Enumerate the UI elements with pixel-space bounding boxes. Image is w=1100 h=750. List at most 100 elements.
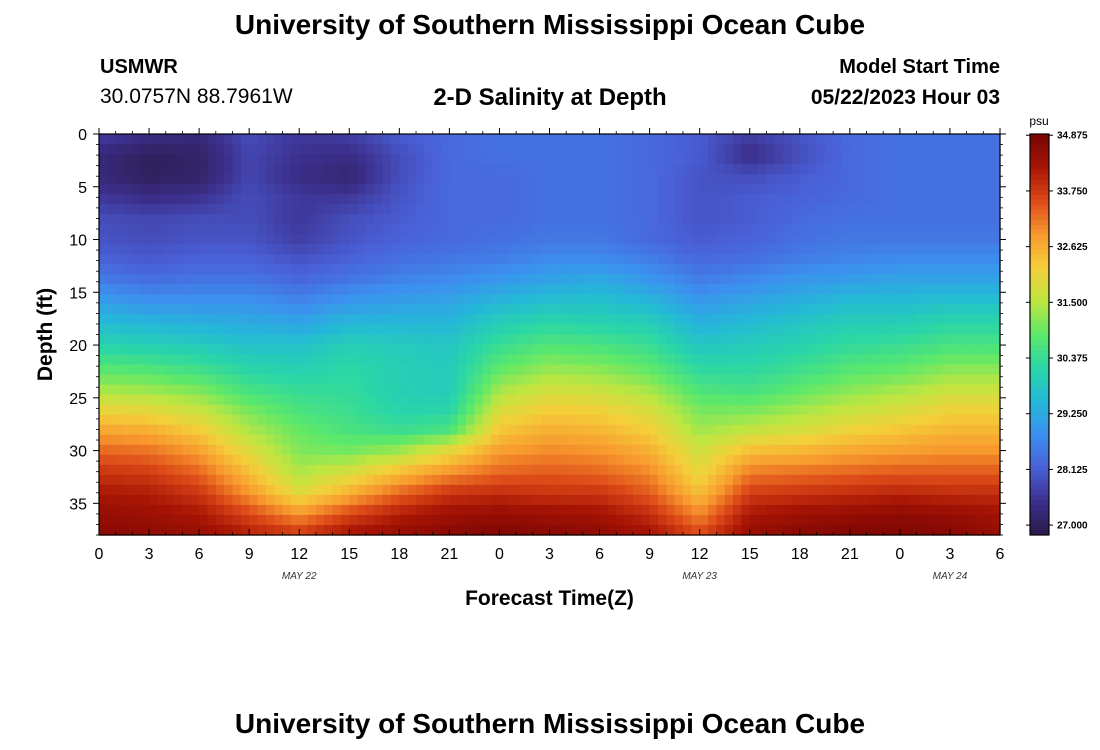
heatmap-cell — [224, 164, 234, 175]
heatmap-cell — [340, 304, 350, 316]
heatmap-cell — [624, 454, 634, 466]
heatmap-cell — [891, 524, 901, 536]
heatmap-cell — [616, 474, 626, 486]
heatmap-cell — [441, 504, 450, 516]
heatmap-cell — [657, 484, 667, 496]
heatmap-cell — [733, 444, 742, 456]
heatmap-cell — [791, 324, 801, 336]
heatmap-cell — [157, 454, 167, 466]
heatmap-cell — [315, 504, 325, 516]
heatmap-cell — [274, 324, 284, 336]
heatmap-cell — [174, 294, 184, 306]
heatmap-cell — [708, 504, 717, 516]
heatmap-cell — [240, 214, 250, 225]
heatmap-cell — [132, 464, 142, 476]
heatmap-cell — [774, 404, 784, 416]
heatmap-cell — [249, 364, 259, 376]
heatmap-cell — [682, 144, 692, 155]
heatmap-cell — [699, 364, 709, 376]
heatmap-cell — [966, 154, 976, 165]
heatmap-cell — [416, 294, 425, 306]
heatmap-cell — [808, 524, 818, 536]
heatmap-cell — [482, 144, 492, 155]
heatmap-cell — [933, 464, 943, 476]
heatmap-cell — [632, 164, 642, 175]
heatmap-cell — [482, 324, 492, 336]
heatmap-cell — [207, 334, 217, 346]
heatmap-cell — [541, 424, 551, 436]
heatmap-cell — [733, 244, 742, 255]
heatmap-cell — [199, 184, 209, 195]
heatmap-cell — [107, 244, 117, 255]
heatmap-cell — [315, 444, 325, 456]
heatmap-cell — [891, 474, 901, 486]
heatmap-cell — [616, 524, 626, 536]
heatmap-cell — [174, 234, 184, 245]
heatmap-cell — [215, 154, 225, 165]
heatmap-cell — [199, 374, 209, 386]
heatmap-cell — [390, 294, 400, 306]
heatmap-cell — [708, 304, 717, 316]
heatmap-cell — [140, 454, 150, 466]
heatmap-cell — [566, 354, 576, 366]
heatmap-cell — [591, 224, 601, 235]
heatmap-cell — [232, 384, 242, 396]
heatmap-cell — [666, 374, 676, 386]
heatmap-cell — [524, 194, 534, 205]
heatmap-cell — [933, 234, 943, 245]
heatmap-cell — [557, 194, 567, 205]
heatmap-cell — [816, 504, 826, 516]
heatmap-cell — [491, 404, 501, 416]
heatmap-cell — [682, 164, 692, 175]
heatmap-cell — [749, 514, 759, 526]
heatmap-cell — [791, 364, 801, 376]
heatmap-cell — [799, 364, 809, 376]
heatmap-cell — [215, 474, 225, 486]
heatmap-cell — [299, 324, 309, 336]
heatmap-cell — [858, 164, 868, 175]
heatmap-cell — [299, 154, 309, 165]
heatmap-cell — [274, 334, 284, 346]
heatmap-cell — [682, 174, 692, 185]
heatmap-cell — [716, 204, 726, 215]
heatmap-cell — [249, 504, 259, 516]
heatmap-cell — [232, 174, 242, 185]
heatmap-cell — [541, 224, 551, 235]
heatmap-cell — [365, 144, 375, 155]
heatmap-cell — [616, 194, 626, 205]
heatmap-cell — [274, 234, 284, 245]
heatmap-cell — [124, 464, 133, 476]
heatmap-cell — [649, 264, 659, 275]
heatmap-cell — [115, 494, 125, 506]
heatmap-cell — [199, 424, 209, 436]
heatmap-cell — [124, 494, 133, 506]
heatmap-cell — [299, 214, 309, 225]
heatmap-cell — [541, 254, 551, 265]
heatmap-cell — [524, 244, 534, 255]
heatmap-cell — [407, 344, 417, 356]
heatmap-cell — [974, 274, 984, 285]
heatmap-cell — [282, 224, 292, 235]
heatmap-cell — [599, 244, 609, 255]
heatmap-cell — [315, 314, 325, 326]
heatmap-cell — [199, 234, 209, 245]
heatmap-cell — [499, 444, 509, 456]
heatmap-cell — [824, 294, 834, 306]
heatmap-cell — [365, 174, 375, 185]
heatmap-cell — [799, 444, 809, 456]
colorbar-tick-label: 30.375 — [1057, 354, 1088, 365]
heatmap-cell — [315, 154, 325, 165]
heatmap-cell — [516, 194, 526, 205]
heatmap-cell — [249, 414, 259, 426]
heatmap-cell — [891, 414, 901, 426]
heatmap-cell — [924, 134, 934, 145]
heatmap-cell — [833, 144, 843, 155]
heatmap-cell — [974, 234, 984, 245]
heatmap-cell — [299, 394, 309, 406]
heatmap-cell — [449, 244, 459, 255]
heatmap-cell — [299, 424, 309, 436]
heatmap-cell — [274, 454, 284, 466]
heatmap-cell — [741, 244, 751, 255]
heatmap-cell — [340, 244, 350, 255]
heatmap-cell — [541, 304, 551, 316]
